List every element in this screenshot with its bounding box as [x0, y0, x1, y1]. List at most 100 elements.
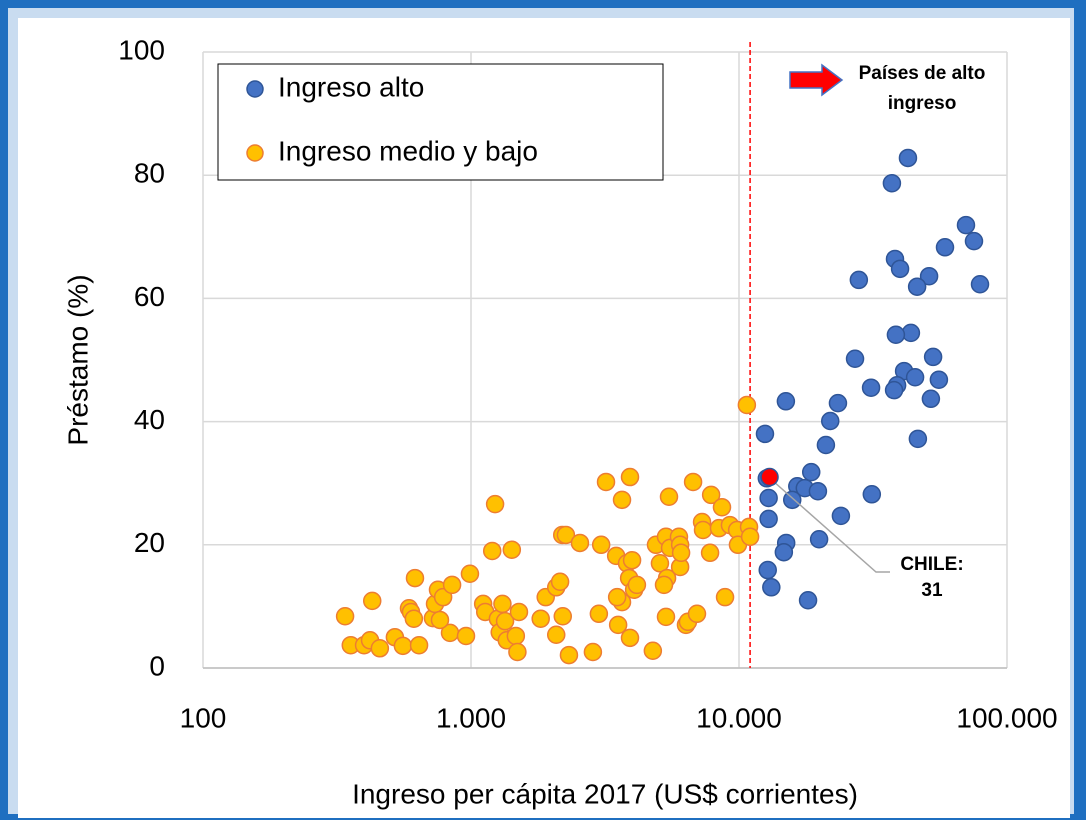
point — [907, 277, 927, 296]
x-tick-label: 1.000 — [436, 702, 506, 733]
point — [583, 642, 603, 662]
leader-line — [772, 480, 890, 573]
point — [650, 554, 670, 573]
annotation: ingreso — [888, 93, 957, 114]
point — [774, 542, 794, 562]
point — [608, 615, 628, 635]
point — [701, 485, 721, 505]
point — [627, 575, 647, 595]
point — [620, 628, 640, 648]
arrow — [789, 63, 844, 97]
point — [886, 325, 906, 344]
x-tick-label: 100.000 — [956, 702, 1057, 733]
point — [737, 395, 757, 415]
point — [607, 587, 627, 607]
point — [622, 550, 642, 570]
legend-label: Ingreso medio y bajo — [278, 135, 538, 166]
point — [442, 575, 462, 595]
y-tick-label: 0 — [149, 650, 165, 681]
legend-marker — [246, 144, 264, 162]
y-tick-label: 60 — [134, 281, 165, 312]
point — [845, 349, 865, 369]
point — [935, 238, 955, 257]
point — [831, 506, 851, 526]
point — [404, 609, 424, 628]
point — [882, 173, 902, 193]
annotation: Países de alto — [859, 63, 986, 84]
point — [482, 541, 502, 561]
point — [362, 591, 382, 611]
point — [656, 607, 676, 627]
point — [531, 609, 550, 628]
point — [506, 626, 526, 646]
y-tick-label: 20 — [134, 527, 165, 558]
point — [620, 467, 640, 487]
point — [370, 639, 390, 658]
highlight-value: 31 — [921, 580, 943, 601]
point — [433, 587, 453, 607]
point — [495, 611, 515, 631]
point — [405, 568, 425, 588]
point — [861, 378, 881, 397]
point — [905, 367, 925, 387]
point — [849, 270, 869, 290]
y-tick-label: 100 — [118, 34, 165, 65]
point — [456, 626, 476, 646]
point — [759, 509, 778, 529]
x-axis-title: Ingreso per cápita 2017 (US$ corrientes) — [352, 778, 858, 809]
point — [898, 148, 918, 168]
x-tick-label: 100 — [180, 702, 227, 733]
point — [553, 607, 573, 626]
point — [671, 543, 691, 563]
point — [921, 389, 941, 409]
point — [798, 590, 818, 610]
point — [828, 393, 848, 413]
point — [654, 575, 674, 595]
point — [559, 645, 579, 665]
point — [591, 535, 611, 555]
point — [923, 347, 943, 367]
highlight-label: CHILE: — [900, 554, 963, 575]
point — [970, 274, 990, 294]
point — [740, 527, 760, 547]
point — [393, 636, 413, 656]
point — [929, 370, 949, 389]
point — [956, 215, 976, 235]
point — [550, 572, 570, 592]
point — [430, 610, 450, 630]
point — [643, 641, 663, 661]
point — [890, 259, 910, 279]
point — [908, 429, 928, 449]
point — [460, 564, 480, 584]
point — [683, 472, 703, 492]
point — [687, 604, 707, 624]
y-axis-title: Préstamo (%) — [62, 274, 93, 445]
point — [862, 485, 882, 504]
point — [485, 494, 505, 514]
point — [762, 578, 781, 597]
point — [964, 231, 984, 251]
point — [820, 411, 840, 431]
point — [715, 587, 735, 607]
point — [409, 635, 429, 655]
point — [693, 520, 713, 540]
point — [508, 642, 527, 662]
x-tick-label: 10.000 — [696, 702, 782, 733]
point — [659, 487, 679, 507]
point — [884, 380, 904, 400]
point — [808, 481, 828, 501]
y-tick-label: 40 — [134, 404, 165, 435]
point — [493, 594, 512, 614]
point — [546, 625, 566, 644]
point — [801, 462, 821, 482]
point — [712, 497, 732, 517]
point — [782, 490, 802, 510]
y-tick-label: 80 — [134, 158, 165, 189]
point — [759, 488, 778, 508]
legend-marker — [246, 80, 264, 98]
point — [776, 392, 796, 411]
point — [502, 540, 522, 559]
point — [556, 525, 576, 545]
point — [700, 543, 720, 563]
